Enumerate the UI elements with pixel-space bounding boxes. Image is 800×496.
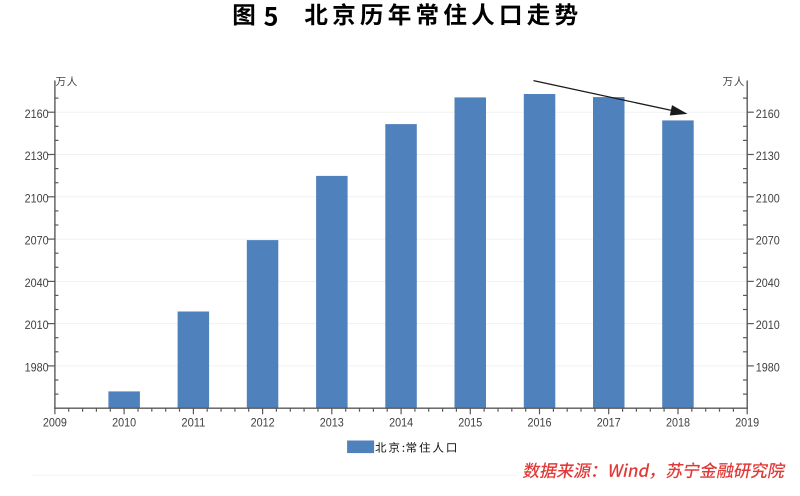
svg-text:2160: 2160 xyxy=(756,107,780,121)
svg-text:2040: 2040 xyxy=(25,276,49,290)
svg-text:2016: 2016 xyxy=(528,415,552,429)
svg-text:2130: 2130 xyxy=(25,149,49,163)
svg-text:2040: 2040 xyxy=(756,276,780,290)
svg-text:2010: 2010 xyxy=(112,415,136,429)
svg-text:2011: 2011 xyxy=(181,415,205,429)
svg-text:2070: 2070 xyxy=(756,234,780,248)
svg-text:2160: 2160 xyxy=(25,107,49,121)
svg-text:1980: 1980 xyxy=(756,361,780,375)
svg-text:2018: 2018 xyxy=(666,415,690,429)
svg-text:1980: 1980 xyxy=(25,361,49,375)
svg-text:2017: 2017 xyxy=(597,415,621,429)
svg-text:2010: 2010 xyxy=(756,318,780,332)
svg-text:2013: 2013 xyxy=(320,415,344,429)
svg-text:2012: 2012 xyxy=(251,415,275,429)
svg-text:2130: 2130 xyxy=(756,149,780,163)
svg-text:2014: 2014 xyxy=(389,415,413,429)
svg-text:2070: 2070 xyxy=(25,234,49,248)
svg-text:2010: 2010 xyxy=(25,318,49,332)
svg-text:2015: 2015 xyxy=(458,415,482,429)
svg-text:2019: 2019 xyxy=(735,415,759,429)
svg-text:2100: 2100 xyxy=(756,191,780,205)
svg-text:2009: 2009 xyxy=(43,415,67,429)
svg-text:2100: 2100 xyxy=(25,191,49,205)
